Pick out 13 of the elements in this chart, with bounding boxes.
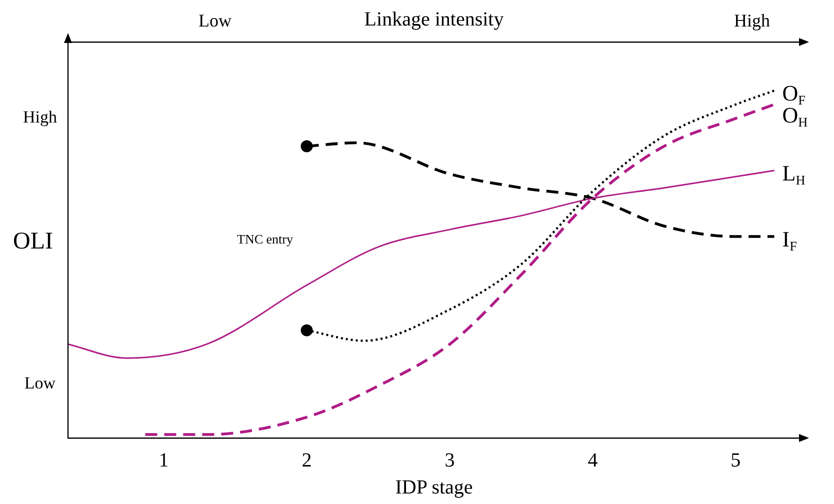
text: Low (24, 373, 56, 392)
x-tick-label: 3 (444, 449, 455, 472)
text: Low (198, 10, 232, 31)
annotation: TNC entry (237, 231, 294, 246)
x-axis-title: IDP stage (395, 476, 473, 498)
x-tick-label: 4 (588, 449, 598, 472)
x-tick-label: 1 (158, 449, 169, 472)
text: High (23, 107, 58, 126)
x2-axis-title: Linkage intensity (364, 8, 504, 30)
x-tick-label: 2 (302, 449, 312, 472)
x-tick-label: 5 (730, 449, 741, 472)
y-axis-title: OLI (13, 228, 53, 254)
text: High (734, 10, 770, 31)
